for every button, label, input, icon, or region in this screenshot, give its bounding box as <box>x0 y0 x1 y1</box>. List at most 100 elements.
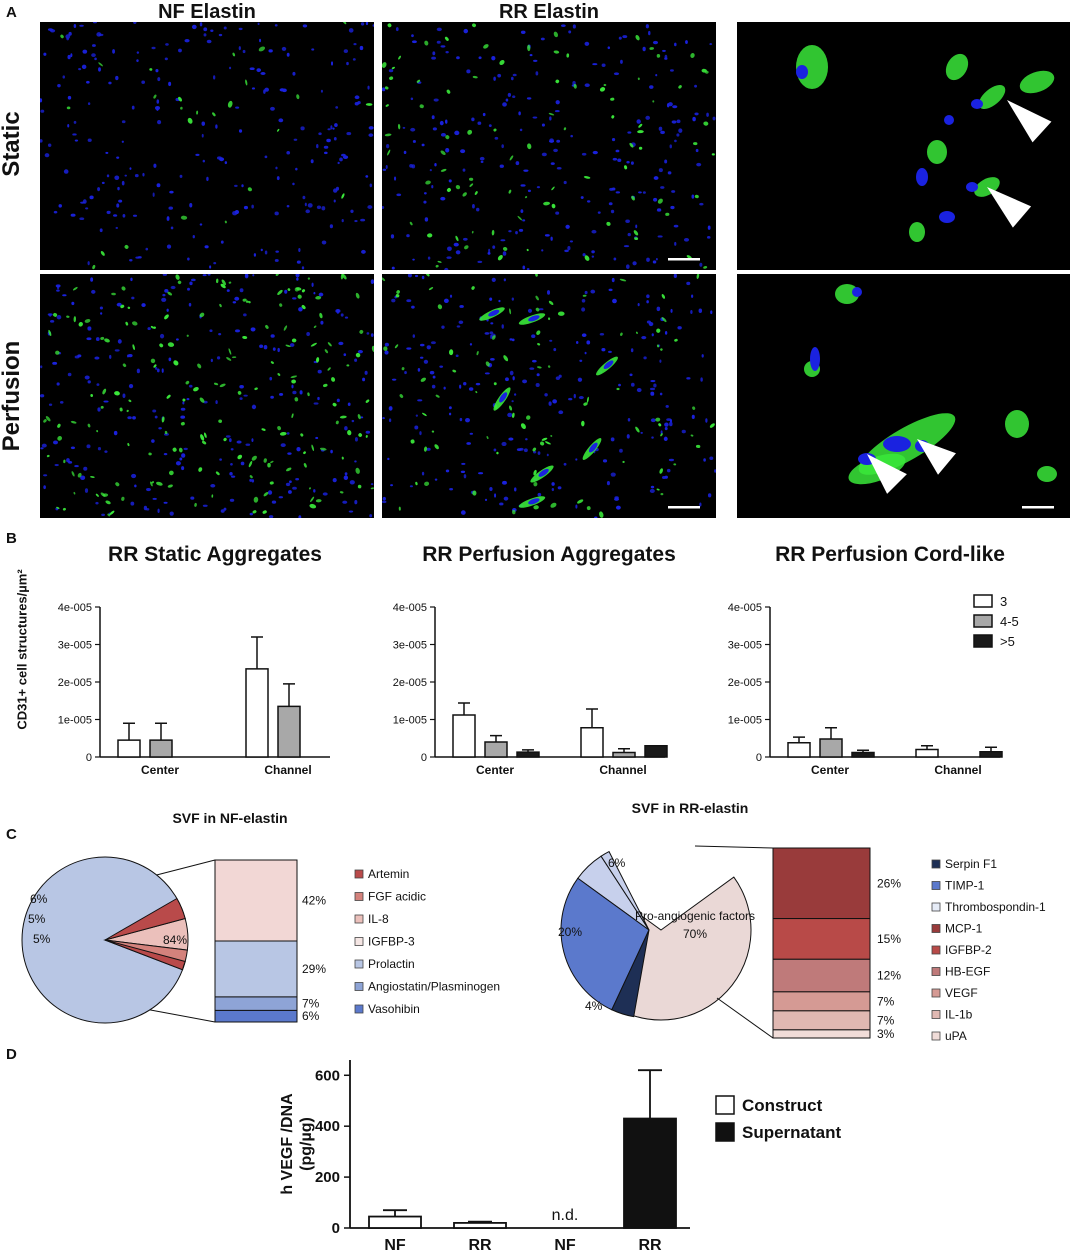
cd31-dot <box>472 75 478 79</box>
nucleus-dot <box>249 512 254 516</box>
nucleus-dot <box>469 432 474 435</box>
cd31-dot <box>582 294 587 297</box>
nucleus-dot <box>635 224 638 229</box>
nucleus-dot <box>304 202 307 207</box>
nucleus-dot <box>323 145 329 149</box>
scale-bar <box>668 506 700 509</box>
cd31-dot <box>467 129 473 135</box>
bar <box>149 739 173 758</box>
nucleus-dot <box>98 33 104 37</box>
cd31-cord-nucleus <box>528 315 540 322</box>
nucleus-dot <box>349 480 355 485</box>
nucleus-dot <box>166 216 170 222</box>
nucleus-dot <box>109 354 112 359</box>
nucleus-dot <box>581 152 587 156</box>
y-tick-label: 200 <box>315 1169 340 1186</box>
nucleus-dot <box>313 291 316 295</box>
nucleus-dot <box>591 255 595 258</box>
nucleus-dot <box>382 416 385 420</box>
cd31-dot <box>655 417 661 422</box>
cd31-dot <box>285 344 291 348</box>
nucleus-dot <box>515 230 518 235</box>
nucleus-dot <box>115 75 119 81</box>
cd31-dot <box>656 328 661 333</box>
nucleus-dot <box>162 274 167 276</box>
nucleus-dot <box>663 436 668 441</box>
cd31-dot <box>72 286 78 291</box>
nucleus-dot <box>509 338 513 341</box>
nucleus-dot <box>181 453 186 458</box>
cd31-dot <box>128 399 132 403</box>
nucleus-dot <box>153 163 157 168</box>
cd31-dot <box>471 286 475 290</box>
x-category-label: Channel <box>599 763 646 777</box>
nucleus-dot <box>202 274 207 277</box>
nucleus-dot <box>669 69 674 72</box>
cd31-dot <box>385 104 389 107</box>
cd31-dot <box>624 165 628 170</box>
nucleus-dot <box>490 322 494 325</box>
cd31-dot <box>161 416 165 423</box>
nucleus-dot <box>586 200 591 203</box>
nucleus-dot <box>511 338 515 342</box>
bar <box>787 742 811 758</box>
cd31-dot <box>384 133 392 137</box>
nucleus-dot <box>594 516 598 518</box>
nucleus-dot <box>424 217 429 222</box>
cd31-dot <box>102 388 107 395</box>
cd31-dot <box>711 153 715 156</box>
nucleus-dot <box>121 140 124 143</box>
nucleus-dot <box>419 356 424 359</box>
nucleus-dot <box>484 332 490 335</box>
cd31-dot <box>652 100 655 103</box>
nucleus-dot <box>313 402 319 405</box>
nucleus-dot <box>618 383 621 387</box>
nucleus-dot <box>163 433 169 436</box>
nucleus-dot <box>141 80 146 84</box>
bar <box>117 739 141 758</box>
cd31-cell <box>945 53 969 81</box>
nucleus-dot <box>327 128 331 131</box>
nucleus-dot <box>404 370 407 375</box>
nucleus-dot <box>354 219 358 223</box>
cd31-dot <box>258 46 266 52</box>
cd31-dot <box>153 94 157 99</box>
cd31-dot <box>599 511 604 518</box>
nucleus-dot <box>333 136 337 141</box>
nucleus-dot <box>302 195 306 200</box>
nucleus-dot <box>458 320 464 325</box>
nucleus-dot <box>513 393 517 396</box>
cd31-dot <box>637 130 644 134</box>
y-tick-label: 400 <box>315 1118 340 1135</box>
cd31-dot <box>620 332 623 336</box>
nucleus-dot <box>298 307 303 312</box>
nucleus-dot <box>360 218 366 222</box>
cd31-dot <box>509 155 514 161</box>
nucleus-dot <box>68 31 72 36</box>
nucleus-dot <box>471 117 475 122</box>
bar <box>368 1215 422 1229</box>
nucleus-dot <box>699 502 702 507</box>
nucleus-dot <box>601 63 606 67</box>
nucleus-dot <box>664 427 668 431</box>
nucleus-dot <box>223 26 227 30</box>
nucleus-dot <box>132 416 136 420</box>
nucleus-dot <box>459 417 463 422</box>
nucleus-dot <box>538 308 544 311</box>
nucleus-dot <box>390 234 395 239</box>
cd31-dot <box>415 481 418 486</box>
cd31-dot <box>199 397 205 403</box>
nucleus-dot <box>503 496 509 501</box>
nucleus-dot <box>170 226 174 230</box>
nucleus-dot <box>249 67 255 71</box>
nucleus-dot <box>577 377 583 382</box>
cd31-dot <box>186 334 189 337</box>
nucleus-dot <box>423 200 427 204</box>
nucleus-dot <box>558 410 564 415</box>
breakdown-label: 7% <box>302 997 320 1011</box>
cd31-dot <box>254 387 258 391</box>
cd31-dot <box>180 421 185 426</box>
cd31-dot <box>297 294 302 299</box>
legend-swatch <box>931 1031 941 1041</box>
nucleus-dot <box>236 440 242 444</box>
